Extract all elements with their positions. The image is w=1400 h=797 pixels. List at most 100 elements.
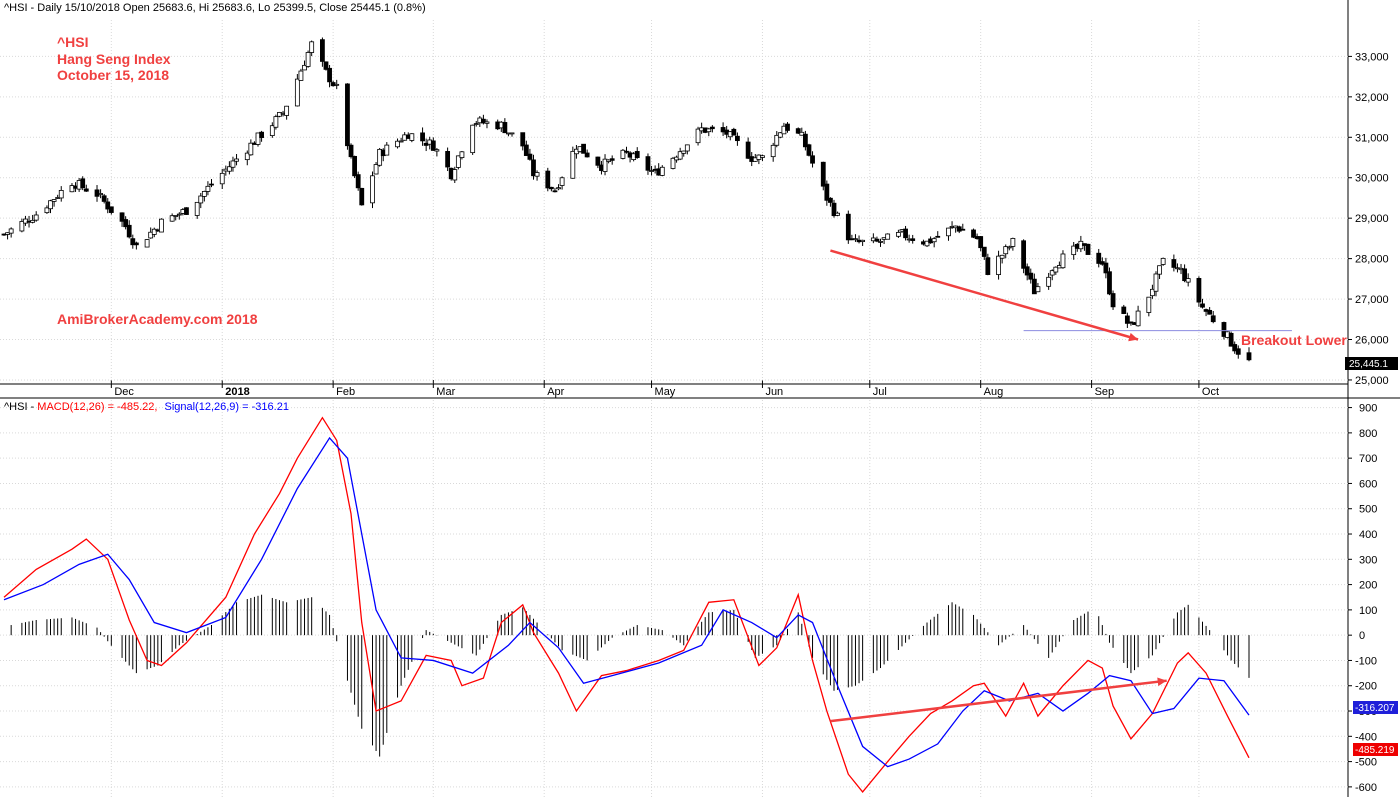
- candle-body: [706, 128, 712, 133]
- candle-body: [1046, 276, 1052, 287]
- candle: [83, 184, 89, 192]
- candle-body: [473, 123, 479, 125]
- y-tick-label: 0: [1359, 630, 1365, 642]
- candle: [352, 155, 358, 179]
- candle-body: [48, 200, 53, 210]
- candle-body: [1135, 310, 1141, 327]
- candle-body: [760, 155, 765, 158]
- candle-body: [799, 131, 805, 136]
- candle-body: [201, 191, 207, 197]
- x-tick-label: Apr: [547, 386, 564, 398]
- candle: [58, 186, 64, 202]
- candle: [377, 147, 383, 167]
- candle: [853, 234, 858, 242]
- candle-body: [19, 221, 25, 232]
- candle: [1024, 263, 1030, 281]
- candle-body: [1006, 246, 1012, 249]
- candle-body: [126, 224, 132, 238]
- candle: [384, 142, 390, 156]
- y-tick-label: 28,000: [1355, 254, 1389, 266]
- candle-body: [670, 157, 676, 169]
- candle-body: [159, 218, 164, 233]
- candle: [1110, 290, 1116, 310]
- candle-body: [820, 161, 826, 187]
- candle-body: [273, 116, 279, 128]
- candle: [531, 154, 536, 180]
- candle: [298, 68, 304, 81]
- y-tick-label: 200: [1359, 580, 1377, 592]
- candle-body: [101, 195, 107, 202]
- candle: [373, 162, 379, 175]
- candle-body: [584, 152, 590, 158]
- candle: [302, 60, 307, 71]
- candle: [946, 227, 951, 241]
- candle: [502, 118, 508, 134]
- candle-body: [373, 164, 379, 175]
- y-tick-label: 900: [1359, 403, 1377, 415]
- signal-value-tag-label: -316.207: [1355, 703, 1395, 714]
- candle-body: [484, 121, 490, 124]
- candle: [184, 207, 189, 215]
- candle-body: [144, 239, 150, 248]
- candle: [1103, 257, 1109, 279]
- candle: [820, 161, 826, 191]
- candle-body: [885, 233, 891, 240]
- candle: [1035, 282, 1041, 293]
- candle-body: [520, 132, 526, 147]
- candle-body: [684, 144, 690, 152]
- candle: [269, 122, 275, 138]
- candle-body: [552, 190, 558, 193]
- candle-body: [44, 207, 50, 214]
- candle: [445, 147, 451, 172]
- candle-body: [1246, 352, 1252, 361]
- watermark-annotation: AmiBrokerAcademy.com 2018: [57, 311, 258, 327]
- candle: [205, 181, 211, 196]
- candle: [810, 151, 815, 168]
- candle: [305, 50, 311, 68]
- candle-body: [960, 228, 966, 231]
- candle-body: [1049, 270, 1055, 276]
- candle-body: [173, 215, 179, 217]
- candle-body: [348, 144, 354, 158]
- candle-body: [130, 238, 136, 246]
- candle-body: [294, 78, 300, 107]
- candle: [996, 250, 1001, 280]
- candle: [430, 137, 436, 151]
- candle: [48, 199, 53, 214]
- candle: [545, 167, 551, 192]
- candle-body: [527, 153, 533, 160]
- candle: [470, 124, 476, 155]
- candle-body: [51, 199, 57, 202]
- candle-body: [1028, 272, 1034, 280]
- candle: [1171, 254, 1177, 272]
- candle-body: [409, 133, 415, 141]
- candle-body: [334, 83, 340, 86]
- candle: [924, 240, 930, 248]
- candle: [785, 122, 790, 133]
- macd-series: [3, 416, 1250, 793]
- candle-body: [105, 201, 111, 210]
- candle: [355, 171, 361, 191]
- y-tick-label: 27,000: [1355, 294, 1389, 306]
- candle-body: [806, 144, 812, 156]
- candle: [69, 183, 75, 193]
- candle: [559, 176, 565, 190]
- candle: [473, 120, 479, 127]
- candle-body: [248, 142, 254, 156]
- candle: [1160, 257, 1166, 266]
- candle: [19, 218, 25, 233]
- candle: [1157, 265, 1162, 280]
- candle: [105, 198, 111, 214]
- candle-body: [69, 185, 75, 193]
- candle: [255, 132, 261, 147]
- candle: [709, 125, 715, 133]
- candle: [273, 114, 279, 130]
- candle-body: [1124, 315, 1130, 324]
- price-trend-arrow-head: [1128, 332, 1139, 342]
- candle-body: [434, 149, 440, 152]
- y-tick-label: 300: [1359, 554, 1377, 566]
- candle-body: [735, 135, 740, 142]
- candle: [960, 223, 966, 231]
- candle: [119, 212, 125, 227]
